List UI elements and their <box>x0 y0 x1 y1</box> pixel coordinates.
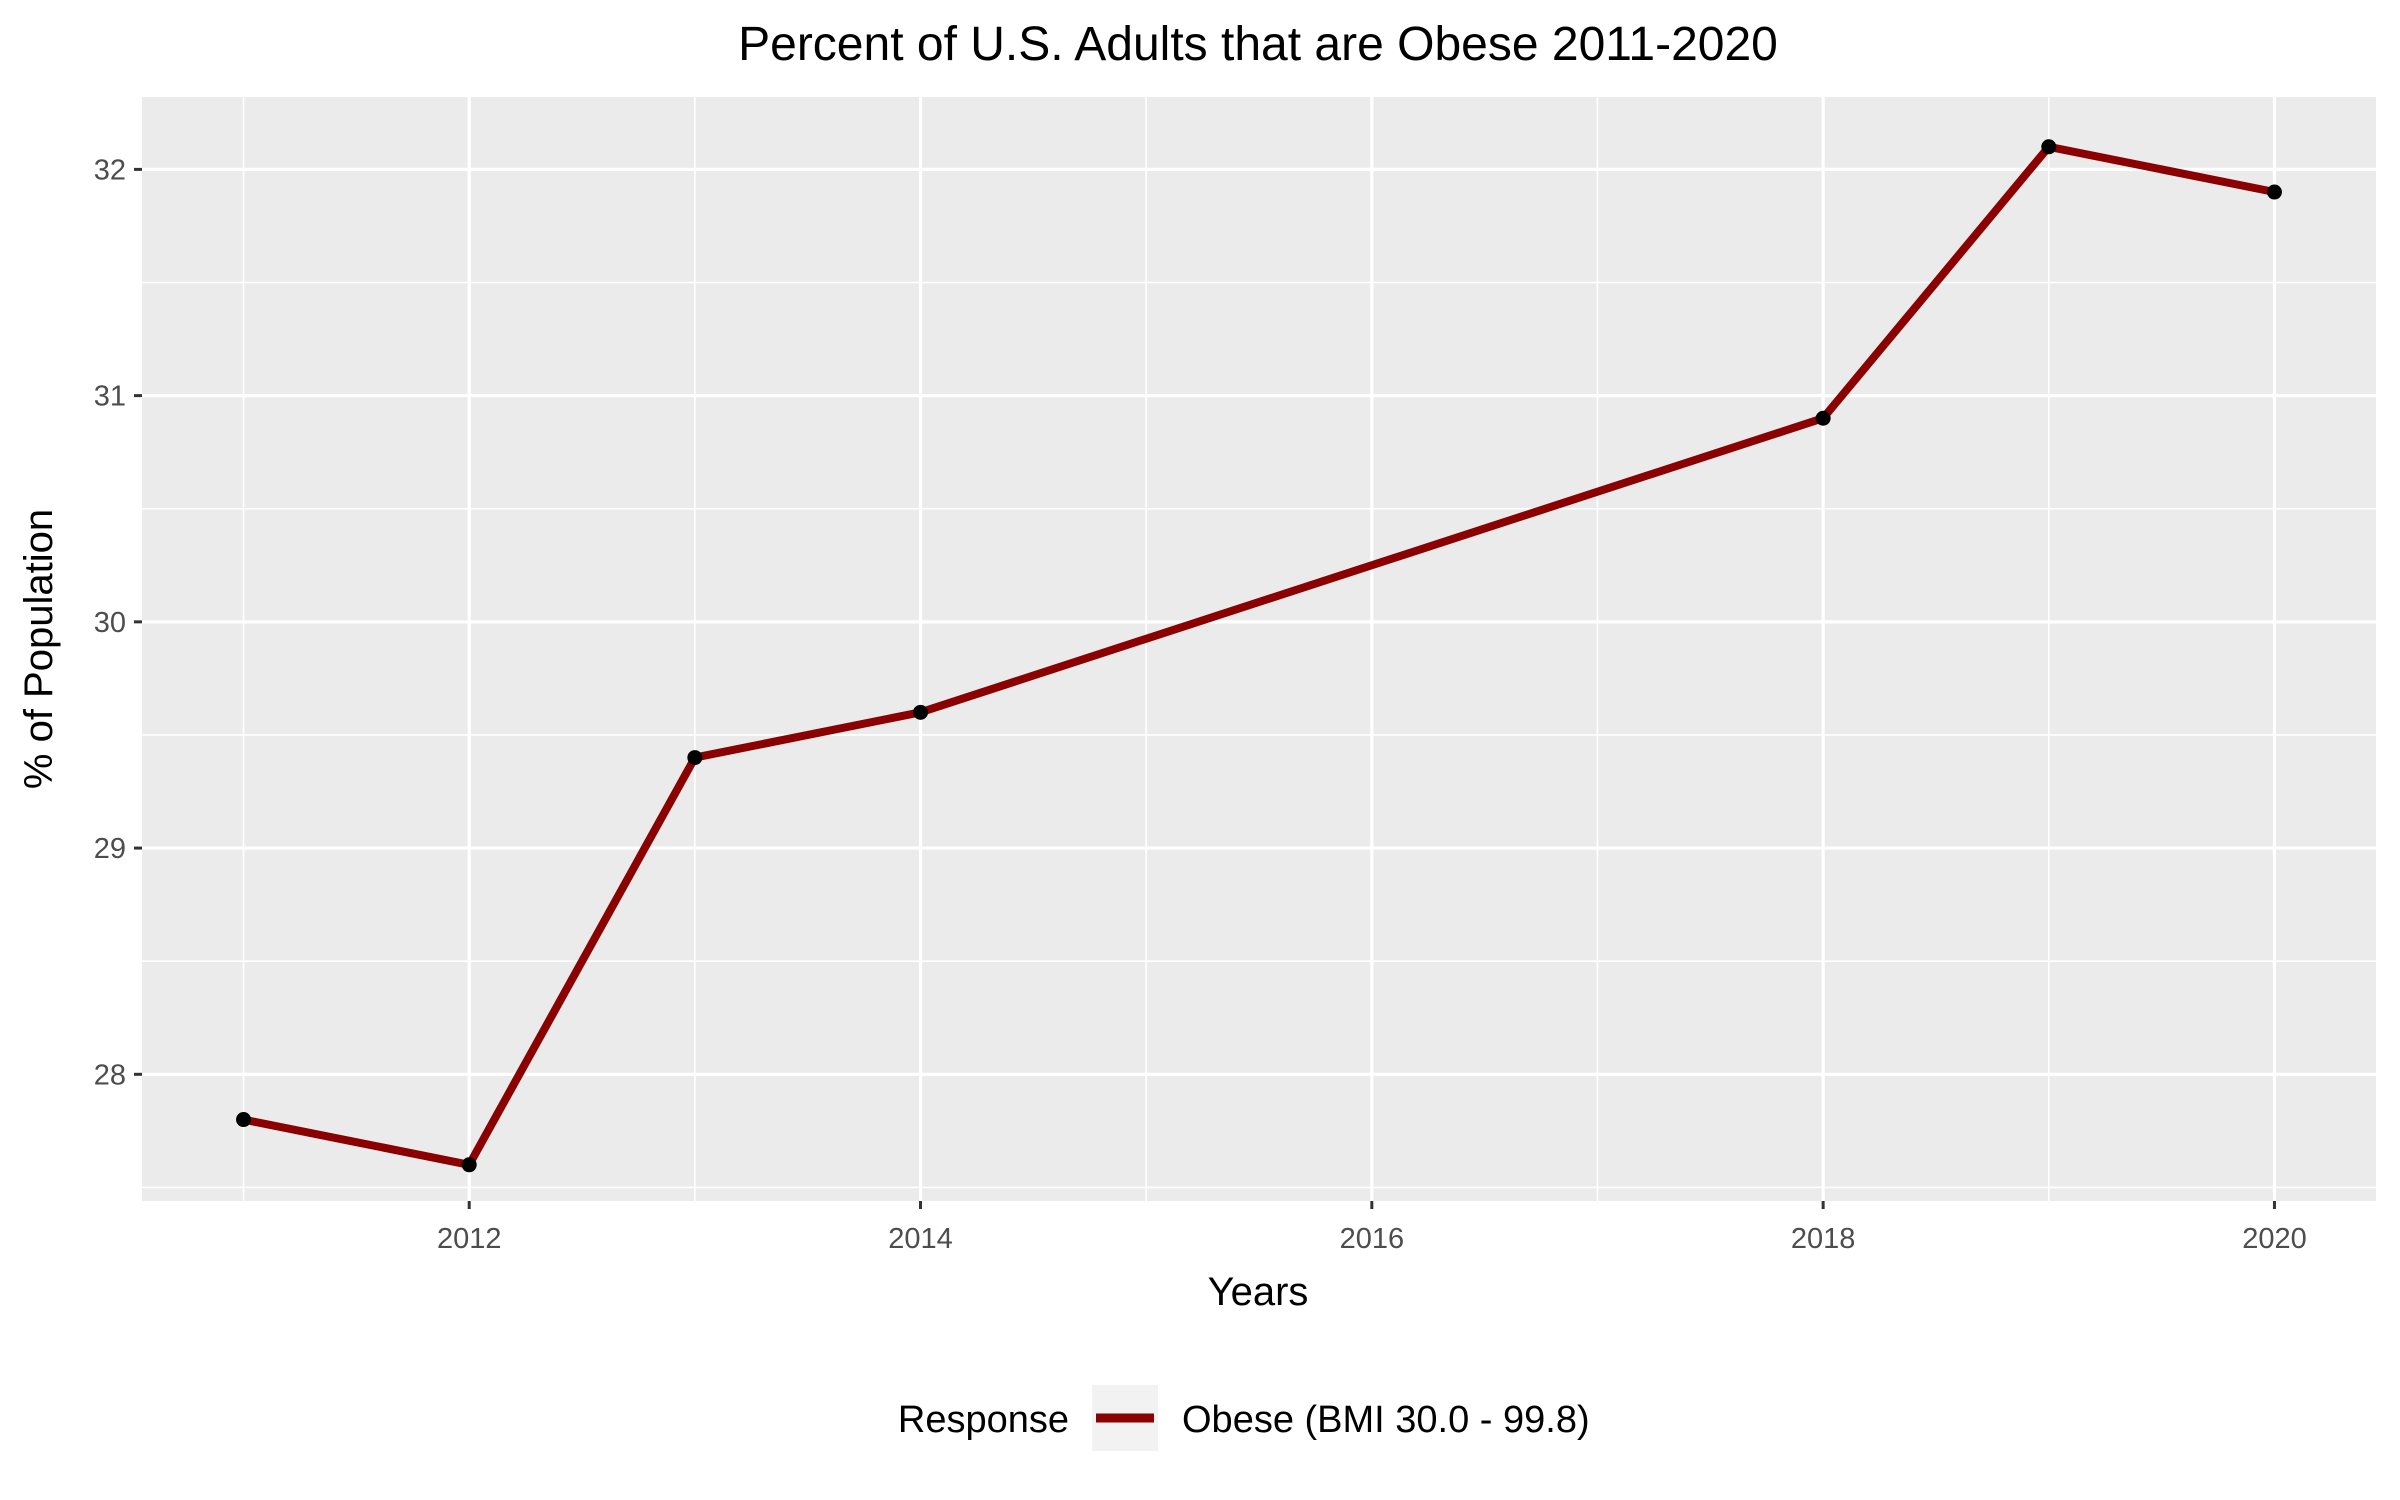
x-axis-title: Years <box>1208 1270 1309 1314</box>
y-tick-label: 28 <box>94 1059 126 1091</box>
legend-label: Obese (BMI 30.0 - 99.8) <box>1182 1399 1590 1441</box>
x-tick-label: 2018 <box>1791 1223 1856 1255</box>
data-point <box>236 1112 252 1128</box>
y-tick-label: 32 <box>94 154 126 186</box>
x-tick-label: 2012 <box>437 1223 502 1255</box>
plot-panel <box>142 97 2376 1201</box>
series-points <box>236 139 2282 1173</box>
y-axis-ticks: 28 29 30 31 32 <box>94 154 142 1091</box>
x-axis-ticks: 2012 2014 2016 2018 2020 <box>437 1201 2307 1255</box>
data-point <box>2266 184 2282 200</box>
data-point <box>913 704 929 720</box>
data-point <box>461 1157 477 1173</box>
y-axis-title: % of Population <box>17 509 61 789</box>
x-tick-label: 2014 <box>888 1223 953 1255</box>
legend-title: Response <box>898 1399 1069 1441</box>
y-tick-label: 30 <box>94 607 126 639</box>
minor-gridlines <box>142 97 2376 1201</box>
major-gridlines <box>142 97 2376 1201</box>
x-tick-label: 2020 <box>2242 1223 2307 1255</box>
data-point <box>1815 410 1831 426</box>
y-tick-label: 31 <box>94 381 126 413</box>
data-point <box>687 750 703 766</box>
x-tick-label: 2016 <box>1340 1223 1405 1255</box>
data-point <box>2041 139 2057 155</box>
legend: Response Obese (BMI 30.0 - 99.8) <box>898 1385 1590 1451</box>
y-tick-label: 29 <box>94 833 126 865</box>
chart-title: Percent of U.S. Adults that are Obese 20… <box>738 18 1778 71</box>
